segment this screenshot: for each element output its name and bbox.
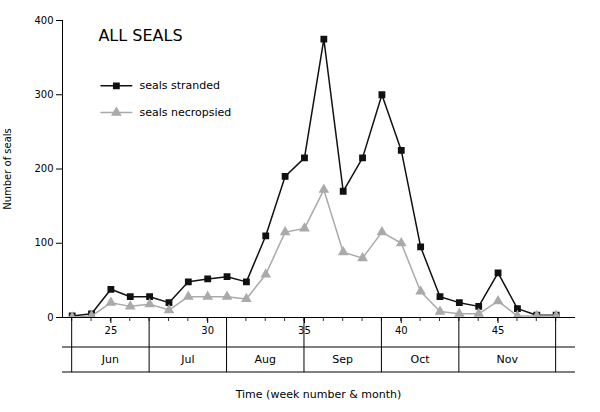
svg-text:Jun: Jun	[101, 353, 119, 366]
svg-text:300: 300	[34, 89, 53, 100]
svg-text:Time (week number & month): Time (week number & month)	[235, 388, 402, 401]
svg-text:ALL SEALS: ALL SEALS	[98, 26, 182, 45]
svg-text:Sep: Sep	[332, 353, 353, 366]
svg-text:Nov: Nov	[497, 353, 519, 366]
svg-text:25: 25	[105, 325, 118, 336]
svg-text:Oct: Oct	[411, 353, 431, 366]
svg-text:45: 45	[492, 325, 505, 336]
svg-text:30: 30	[201, 325, 214, 336]
svg-text:35: 35	[298, 324, 311, 336]
svg-text:Number of seals: Number of seals	[2, 128, 13, 210]
svg-text:0: 0	[47, 312, 53, 323]
svg-text:seals necropsied: seals necropsied	[139, 106, 231, 119]
svg-text:40: 40	[395, 325, 408, 336]
svg-text:400: 400	[34, 15, 53, 26]
svg-text:seals stranded: seals stranded	[139, 79, 220, 92]
svg-text:200: 200	[34, 163, 53, 174]
svg-text:Aug: Aug	[255, 353, 276, 366]
svg-text:100: 100	[34, 237, 53, 248]
svg-text:Jul: Jul	[180, 353, 194, 366]
